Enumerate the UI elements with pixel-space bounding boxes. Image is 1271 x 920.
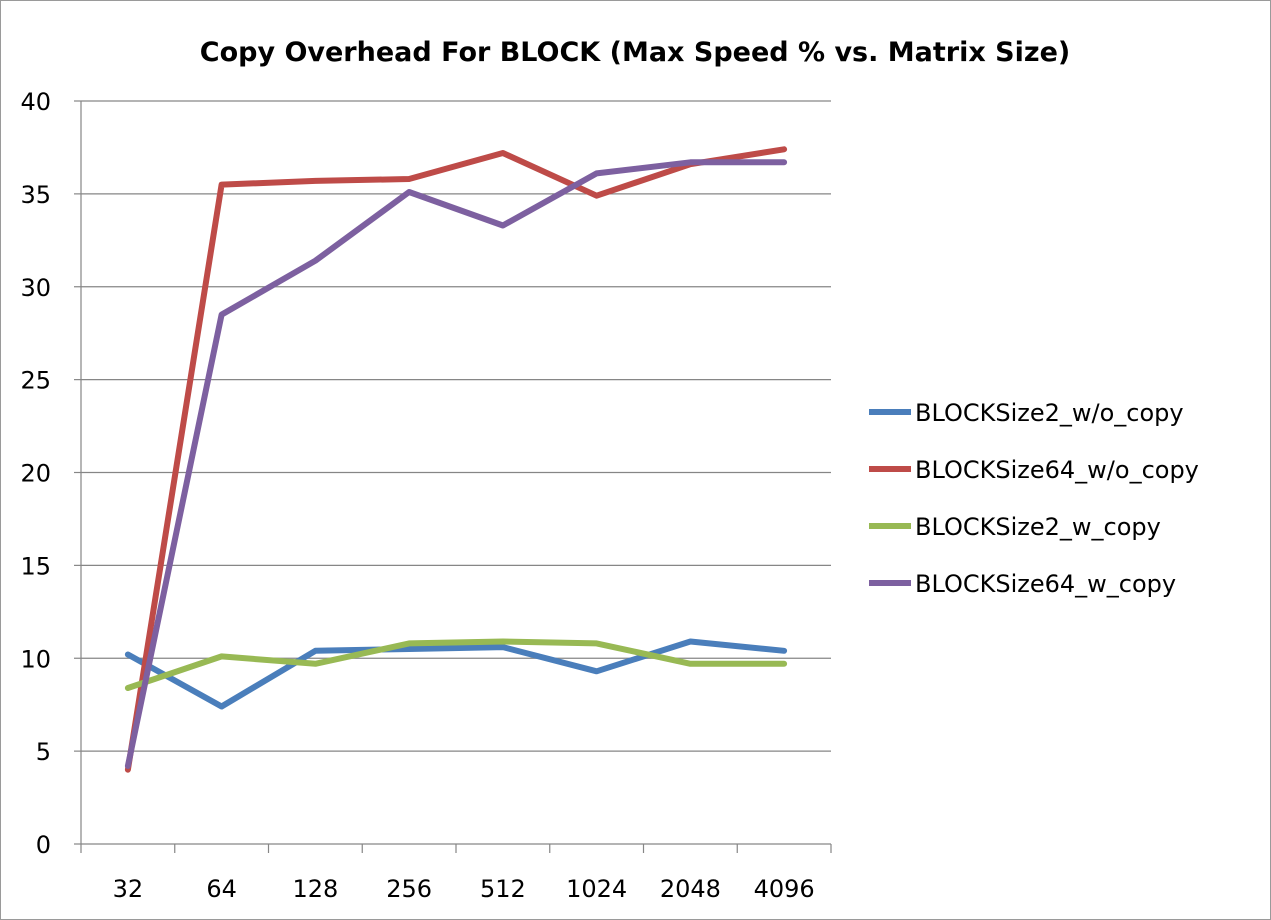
series-line-3 [124, 159, 788, 769]
legend-label: BLOCKSize2_w/o_copy [915, 399, 1184, 427]
y-tick-label: 35 [20, 181, 51, 209]
legend-label: BLOCKSize64_w/o_copy [915, 456, 1199, 484]
x-tick-label: 64 [206, 875, 237, 903]
y-tick-label: 25 [20, 367, 51, 395]
gridlines [81, 100, 831, 752]
series-line-1 [124, 146, 788, 773]
x-tick-label: 32 [113, 875, 144, 903]
series-lines [124, 146, 788, 773]
y-tick-label: 10 [20, 645, 51, 673]
y-tick-label: 20 [20, 460, 51, 488]
x-tick-label: 1024 [566, 875, 627, 903]
x-tick-label: 2048 [660, 875, 721, 903]
y-tick-label: 5 [36, 738, 51, 766]
y-tick-label: 30 [20, 274, 51, 302]
y-axis-ticks: 0 5 10 15 20 25 30 35 40 [20, 88, 81, 859]
x-tick-label: 256 [386, 875, 432, 903]
series-line-2 [124, 638, 788, 691]
x-tick-label: 128 [292, 875, 338, 903]
y-tick-label: 15 [20, 552, 51, 580]
legend-label: BLOCKSize2_w_copy [915, 513, 1161, 541]
chart-title: Copy Overhead For BLOCK (Max Speed % vs.… [200, 37, 1070, 68]
y-tick-label: 40 [20, 88, 51, 116]
x-tick-label: 512 [480, 875, 526, 903]
legend: BLOCKSize2_w/o_copy BLOCKSize64_w/o_copy B… [869, 399, 1199, 598]
legend-label: BLOCKSize64_w_copy [915, 570, 1176, 598]
x-axis-ticks: 32 64 128 256 512 1024 2048 4096 [80, 844, 832, 903]
series-line-0 [124, 638, 788, 710]
x-tick-label: 4096 [754, 875, 815, 903]
y-tick-label: 0 [36, 831, 51, 859]
